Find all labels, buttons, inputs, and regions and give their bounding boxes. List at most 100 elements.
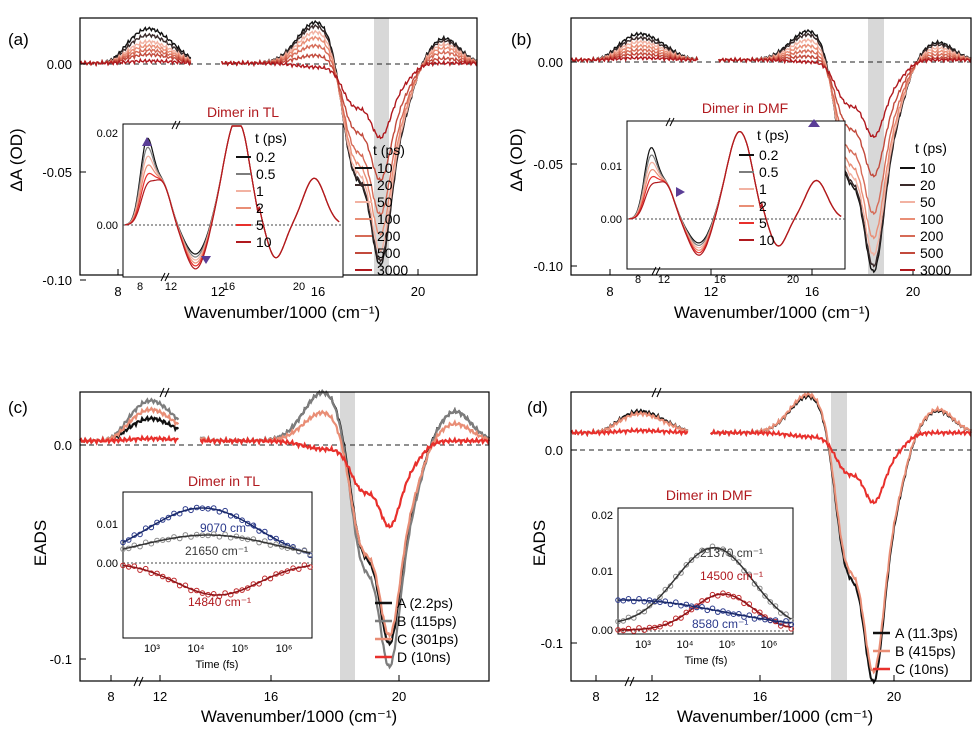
kinetic-point (296, 548, 302, 555)
legend-label: B (115ps) (397, 613, 457, 629)
legend-label: 20 (920, 177, 936, 193)
y-tick-label: 0.00 (47, 57, 72, 72)
kinetic-point (736, 559, 742, 565)
kinetic-point (720, 590, 726, 597)
inset-x-axis-label: Time (fs) (196, 659, 239, 671)
kinetic-point (662, 598, 669, 605)
x-tick-label: 12 (211, 284, 225, 299)
kinetic-point (210, 591, 217, 597)
kinetic-point (222, 590, 228, 596)
inset-x-tick-label: 16 (714, 274, 726, 286)
axis-break-mark (651, 266, 661, 276)
y-tick-label: -0.05 (42, 165, 72, 180)
triangle-marker (808, 119, 820, 127)
x-ticks-b: 8 12 16 20 (606, 269, 920, 299)
legend-label: 500 (377, 245, 401, 261)
legend-title: t (ps) (373, 142, 405, 158)
inset-legend-title: t (ps) (255, 130, 287, 146)
y-ticks-b: 0.00 -0.05 -0.10 (533, 55, 577, 274)
legend-d: A (11.3ps) B (415ps) C (10ns) (873, 625, 958, 677)
kinetic-fit-line (122, 534, 311, 554)
legend-item: B (415ps) (873, 643, 956, 659)
series-group-c (79, 389, 491, 670)
plot-frame-d (570, 391, 972, 682)
inset-title-c: Dimer in TL (188, 473, 260, 489)
bleach-band-a (374, 18, 389, 274)
inset-legend-title: t (ps) (757, 127, 789, 143)
x-tick-label: 8 (107, 689, 114, 704)
legend-item: A (11.3ps) (873, 625, 958, 641)
inset-y-tick-label: 0.00 (97, 558, 118, 570)
panel-label-c: (c) (8, 398, 28, 417)
bleach-band-d (831, 392, 847, 680)
y-tick-label: -0.1 (541, 636, 563, 651)
kinetic-point (788, 621, 795, 628)
inset-x-tick-label: 10⁶ (276, 643, 293, 655)
kinetic-point (227, 591, 234, 598)
inset-legend-label: 0.5 (759, 164, 779, 180)
y-tick-label: 0.0 (54, 438, 72, 453)
x-tick-label: 12 (645, 689, 659, 704)
inset-legend-a: t (ps) 0.2 0.5 1 2 5 10 (236, 130, 287, 250)
kinetic-point (267, 542, 274, 548)
legend-label: 50 (377, 194, 393, 210)
kinetic-point (625, 625, 632, 632)
kinetic-point (262, 538, 268, 544)
kinetic-point (159, 517, 166, 523)
kinetic-point (137, 543, 143, 550)
triangle-marker (201, 256, 211, 264)
x-tick-label: 16 (805, 284, 819, 299)
x-axis-label-c: Wavenumber/1000 (cm⁻¹) (201, 707, 397, 726)
kinetic-point (751, 616, 758, 622)
inset-x-tick-label: 12 (658, 274, 670, 286)
inset-legend-label: 10 (759, 232, 775, 248)
kinetic-fit-line (122, 507, 311, 555)
x-axis-label-a: Wavenumber/1000 (cm⁻¹) (184, 303, 380, 322)
kinetic-point (741, 614, 747, 620)
annotation-label: 14840 cm⁻¹ (188, 595, 251, 609)
legend-item: 50 (355, 194, 393, 210)
inset-a: Dimer in TL 0.02 0.00 8 12 16 20 t (ps) … (97, 104, 344, 293)
inset-d: Dimer in DMF 0.02 0.01 0.00 10³ 10⁴ 10⁵ … (592, 487, 795, 667)
kinetic-point (783, 618, 789, 624)
kinetic-point (772, 603, 779, 609)
inset-series-group-b (628, 130, 842, 256)
inset-legend-item: 2 (236, 200, 264, 216)
panel-label-d: (d) (527, 398, 548, 417)
x-tick-label: 12 (153, 689, 167, 704)
kinetic-point (657, 594, 663, 600)
legend-item: 20 (900, 177, 936, 193)
kinetic-point (182, 506, 189, 512)
inset-x-tick-label: 10⁶ (761, 639, 778, 651)
kinetic-point (256, 539, 262, 546)
kinetic-point (216, 534, 223, 540)
legend-label: 3000 (920, 262, 951, 278)
inset-x-tick-label: 10³ (144, 643, 160, 655)
inset-x-tick-label: 16 (223, 281, 235, 293)
legend-label: 100 (377, 211, 401, 227)
legend-label: 3000 (377, 262, 408, 278)
kinetic-point (757, 585, 763, 592)
kinetic-point (142, 539, 149, 546)
legend-label: 10 (920, 160, 936, 176)
annotation-label: 9070 cm⁻¹ (200, 521, 256, 535)
triangle-marker (676, 187, 685, 197)
axis-break-mark (624, 676, 635, 687)
x-tick-label: 16 (753, 689, 767, 704)
panel-label-a: (a) (8, 30, 29, 49)
legend-item: 10 (355, 160, 393, 176)
inset-x-tick-label: 20 (293, 281, 305, 293)
axis-break-mark (160, 272, 170, 282)
kinetic-point (636, 625, 642, 631)
inset-legend-label: 5 (256, 217, 264, 233)
legend-item: 100 (900, 211, 944, 227)
legend-label: 10 (377, 160, 393, 176)
triangle-marker (142, 137, 152, 146)
y-ticks-d: 0.0 -0.1 (541, 443, 577, 651)
inset-series-line (124, 125, 340, 270)
axis-break-mark (133, 676, 144, 687)
legend-label: 100 (920, 211, 944, 227)
inset-y-tick-label: 0.01 (97, 519, 118, 531)
kinetic-point (683, 562, 690, 568)
inset-legend-item: 0.5 (739, 164, 779, 180)
